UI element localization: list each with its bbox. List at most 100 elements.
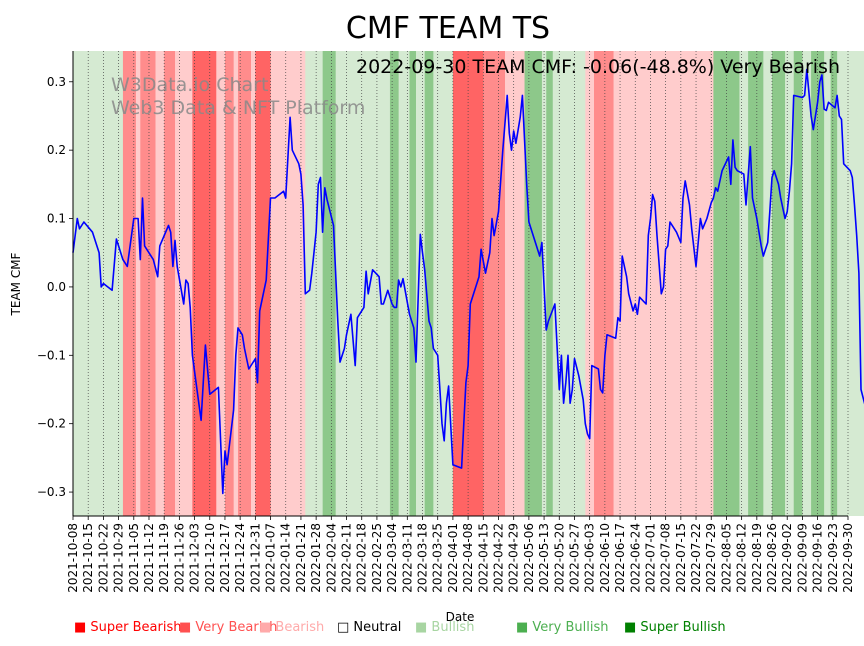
- y-tick-label: 0.0: [47, 280, 66, 294]
- regime-band-bullish: [335, 51, 391, 516]
- x-tick-label: 2022-04-29: [507, 523, 521, 593]
- y-tick-label: −0.1: [37, 348, 66, 362]
- regime-band-very-bullish: [546, 51, 554, 516]
- regime-band-very-bearish: [483, 51, 506, 516]
- x-tick-label: 2022-07-22: [689, 523, 703, 593]
- regime-band-very-bearish: [237, 51, 252, 516]
- regime-band-bullish: [73, 51, 124, 516]
- x-tick-label: 2022-08-12: [735, 523, 749, 593]
- x-tick-label: 2021-12-17: [218, 523, 232, 593]
- x-tick-label: 2022-01-28: [309, 523, 323, 593]
- legend-very-bearish: ■ Very Bearish: [179, 620, 278, 635]
- regime-band-bullish: [763, 51, 773, 516]
- legend-bearish: ■ Bearish: [259, 620, 325, 635]
- regime-band-bearish: [251, 51, 256, 516]
- regime-band-very-bullish: [322, 51, 337, 516]
- x-tick-label: 2022-02-04: [324, 523, 338, 593]
- regime-band-super-bearish: [255, 51, 272, 516]
- x-tick-label: 2022-09-02: [780, 523, 794, 593]
- x-tick-label: 2022-06-17: [613, 523, 627, 593]
- regime-band-bearish: [585, 51, 595, 516]
- legend-label: Bullish: [431, 620, 475, 635]
- regime-band-very-bearish: [224, 51, 235, 516]
- y-tick-label: 0.1: [47, 212, 66, 226]
- x-tick-label: 2022-02-11: [340, 523, 354, 593]
- regime-band-bearish: [622, 51, 714, 516]
- x-tick-label: 2022-02-25: [370, 523, 384, 593]
- x-tick-label: 2022-09-30: [841, 523, 855, 593]
- regime-band-bearish: [505, 51, 526, 516]
- regime-band-bullish: [552, 51, 586, 516]
- x-tick-label: 2022-03-04: [385, 523, 399, 593]
- x-tick-label: 2022-04-22: [491, 523, 505, 593]
- regime-band-very-bullish: [389, 51, 400, 516]
- x-tick-label: 2022-06-03: [583, 523, 597, 593]
- y-tick-label: −0.3: [37, 485, 66, 499]
- x-tick-label: 2022-06-10: [598, 523, 612, 593]
- x-tick-label: 2022-03-25: [431, 523, 445, 593]
- regime-band-very-bullish: [793, 51, 803, 516]
- x-tick-label: 2022-05-20: [552, 523, 566, 593]
- regime-band-bullish: [785, 51, 795, 516]
- y-tick-label: −0.2: [37, 417, 66, 431]
- x-tick-label: 2022-01-14: [279, 523, 293, 593]
- watermark-line-1: W3Data.io Chart: [111, 74, 268, 96]
- regime-band-bearish: [216, 51, 226, 516]
- x-tick-label: 2021-11-05: [127, 523, 141, 593]
- x-tick-label: 2021-12-31: [248, 523, 262, 593]
- regime-band-bullish: [802, 51, 812, 516]
- x-tick-label: 2021-10-29: [112, 523, 126, 593]
- x-tick-label: 2022-03-18: [416, 523, 430, 593]
- x-tick-label: 2022-04-01: [446, 523, 460, 593]
- legend-label: Very Bullish: [532, 620, 609, 635]
- regime-band-very-bullish: [830, 51, 838, 516]
- latest-value-annotation: 2022-09-30 TEAM CMF: -0.06(-48.8%) Very …: [356, 56, 840, 78]
- regime-band-bullish: [845, 51, 864, 516]
- regime-band-very-bullish: [772, 51, 786, 516]
- chart-title: CMF TEAM TS: [346, 11, 550, 46]
- x-tick-label: 2022-06-24: [628, 523, 642, 593]
- regime-band-very-bullish: [409, 51, 417, 516]
- legend-label: Bearish: [275, 620, 325, 635]
- y-tick-label: 0.2: [47, 143, 66, 157]
- x-tick-label: 2021-11-19: [157, 523, 171, 593]
- regime-band-bearish: [270, 51, 306, 516]
- x-ticks: 2021-10-08 2021-10-15 2021-10-22 2021-10-29…: [66, 516, 855, 593]
- x-tick-label: 2022-04-08: [461, 523, 475, 593]
- y-ticks: −0.3 −0.2 −0.1 0.0 0.1 0.2 0.3: [37, 75, 73, 499]
- axes: [72, 51, 848, 517]
- x-axis-label: Date: [446, 610, 475, 624]
- x-tick-label: 2022-08-05: [719, 523, 733, 593]
- x-tick-label: 2022-01-21: [294, 523, 308, 593]
- x-tick-label: 2021-12-03: [188, 523, 202, 593]
- x-tick-label: 2021-12-24: [233, 523, 247, 593]
- x-tick-label: 2021-10-08: [66, 523, 80, 593]
- legend: ■ Super Bearish ■ Very Bearish ■ Bearish…: [0, 620, 864, 640]
- legend-neutral: □ Neutral: [337, 620, 402, 635]
- watermark-line-2: Web3 Data & NFT Platform: [111, 97, 365, 119]
- regime-band-very-bearish: [164, 51, 176, 516]
- regime-band-very-bearish: [594, 51, 615, 516]
- x-tick-label: 2021-11-12: [142, 523, 156, 593]
- regime-band-very-bullish: [811, 51, 825, 516]
- x-tick-label: 2022-07-29: [704, 523, 718, 593]
- regime-band-bearish: [175, 51, 193, 516]
- regime-band-bullish: [415, 51, 426, 516]
- x-tick-label: 2022-05-06: [522, 523, 536, 593]
- x-tick-label: 2022-09-23: [826, 523, 840, 593]
- x-tick-label: 2021-10-22: [96, 523, 110, 593]
- y-tick-label: 0.3: [47, 75, 66, 89]
- x-tick-label: 2022-04-15: [476, 523, 490, 593]
- x-tick-label: 2022-07-15: [674, 523, 688, 593]
- regime-band-bearish: [233, 51, 239, 516]
- legend-label: Neutral: [353, 620, 402, 635]
- x-tick-label: 2022-01-07: [264, 523, 278, 593]
- regime-band-bearish: [613, 51, 623, 516]
- regime-band-very-bullish: [524, 51, 543, 516]
- x-tick-label: 2021-12-10: [203, 523, 217, 593]
- legend-label: Super Bearish: [90, 620, 182, 635]
- x-tick-label: 2022-09-16: [811, 523, 825, 593]
- x-tick-label: 2021-10-15: [81, 523, 95, 593]
- regime-band-super-bearish: [192, 51, 217, 516]
